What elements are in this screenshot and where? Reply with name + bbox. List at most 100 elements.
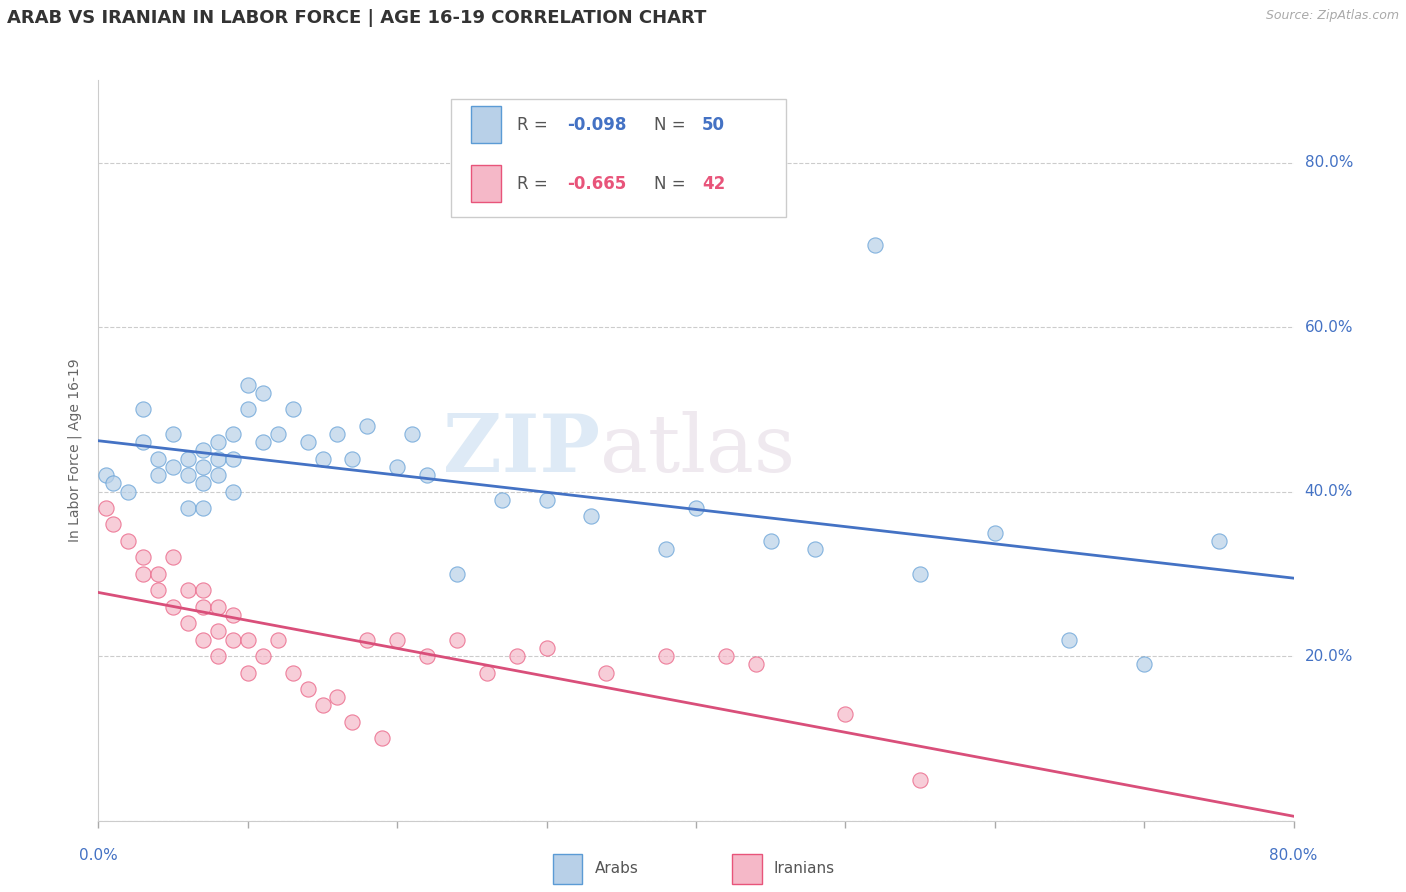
Point [177, 468, 200, 483]
Point [267, 632, 290, 647]
Point [132, 402, 155, 417]
Point [117, 484, 139, 499]
Point [177, 583, 200, 598]
Point [385, 632, 409, 647]
Point [252, 649, 274, 664]
Point [207, 435, 229, 450]
Point [416, 468, 439, 483]
Point [207, 649, 229, 664]
Point [446, 632, 468, 647]
Point [222, 451, 245, 466]
Text: ARAB VS IRANIAN IN LABOR FORCE | AGE 16-19 CORRELATION CHART: ARAB VS IRANIAN IN LABOR FORCE | AGE 16-… [7, 9, 706, 27]
Text: 40.0%: 40.0% [1305, 484, 1353, 500]
Text: Iranians: Iranians [773, 862, 835, 876]
Point [177, 501, 200, 516]
Point [207, 599, 229, 614]
Point [536, 640, 558, 655]
Text: N =: N = [654, 116, 690, 134]
Point [117, 533, 139, 548]
Point [416, 649, 439, 664]
FancyBboxPatch shape [471, 165, 501, 202]
Point [162, 550, 184, 565]
Point [342, 451, 364, 466]
Text: R =: R = [517, 175, 553, 193]
Point [103, 476, 125, 491]
Text: -0.665: -0.665 [567, 175, 626, 193]
Text: atlas: atlas [600, 411, 796, 490]
Point [148, 468, 170, 483]
Point [595, 665, 617, 680]
Point [191, 599, 214, 614]
Point [1208, 533, 1230, 548]
Point [297, 435, 319, 450]
Point [236, 377, 259, 392]
FancyBboxPatch shape [553, 854, 582, 884]
Y-axis label: In Labor Force | Age 16-19: In Labor Force | Age 16-19 [67, 359, 83, 542]
Point [162, 599, 184, 614]
Point [745, 657, 768, 672]
Point [191, 459, 214, 474]
Point [162, 459, 184, 474]
Point [252, 385, 274, 400]
Point [1133, 657, 1156, 672]
Point [162, 427, 184, 442]
Point [236, 665, 259, 680]
Point [342, 714, 364, 729]
Point [148, 583, 170, 598]
Point [311, 698, 333, 713]
Point [908, 566, 931, 581]
Text: N =: N = [654, 175, 690, 193]
Point [191, 443, 214, 458]
FancyBboxPatch shape [471, 106, 501, 144]
Text: 42: 42 [702, 175, 725, 193]
Point [281, 402, 304, 417]
Point [94, 468, 117, 483]
Point [1059, 632, 1081, 647]
Text: R =: R = [517, 116, 553, 134]
FancyBboxPatch shape [733, 854, 762, 884]
Point [446, 566, 468, 581]
Point [191, 583, 214, 598]
Point [475, 665, 498, 680]
Text: -0.098: -0.098 [567, 116, 626, 134]
Point [267, 427, 290, 442]
Point [191, 476, 214, 491]
Point [207, 624, 229, 639]
Point [148, 566, 170, 581]
Text: Source: ZipAtlas.com: Source: ZipAtlas.com [1265, 9, 1399, 22]
Point [222, 607, 245, 622]
Point [148, 451, 170, 466]
Point [385, 459, 409, 474]
Point [356, 418, 378, 433]
Point [655, 542, 678, 557]
Point [401, 427, 423, 442]
Text: Arabs: Arabs [595, 862, 638, 876]
Point [177, 616, 200, 631]
Point [297, 681, 319, 696]
Point [983, 525, 1005, 540]
Point [714, 649, 737, 664]
Point [759, 533, 782, 548]
Point [236, 402, 259, 417]
Point [491, 492, 513, 507]
Point [191, 632, 214, 647]
Point [222, 484, 245, 499]
Text: 50: 50 [702, 116, 725, 134]
Point [132, 550, 155, 565]
Text: 0.0%: 0.0% [79, 848, 118, 863]
Point [177, 451, 200, 466]
Point [132, 435, 155, 450]
Point [908, 772, 931, 787]
Point [94, 501, 117, 516]
Text: 60.0%: 60.0% [1305, 319, 1353, 334]
Point [311, 451, 333, 466]
Text: 20.0%: 20.0% [1305, 648, 1353, 664]
Point [222, 632, 245, 647]
Point [236, 632, 259, 647]
Point [655, 649, 678, 664]
Point [207, 468, 229, 483]
Point [804, 542, 827, 557]
Point [326, 690, 349, 705]
Point [222, 427, 245, 442]
Point [103, 517, 125, 532]
